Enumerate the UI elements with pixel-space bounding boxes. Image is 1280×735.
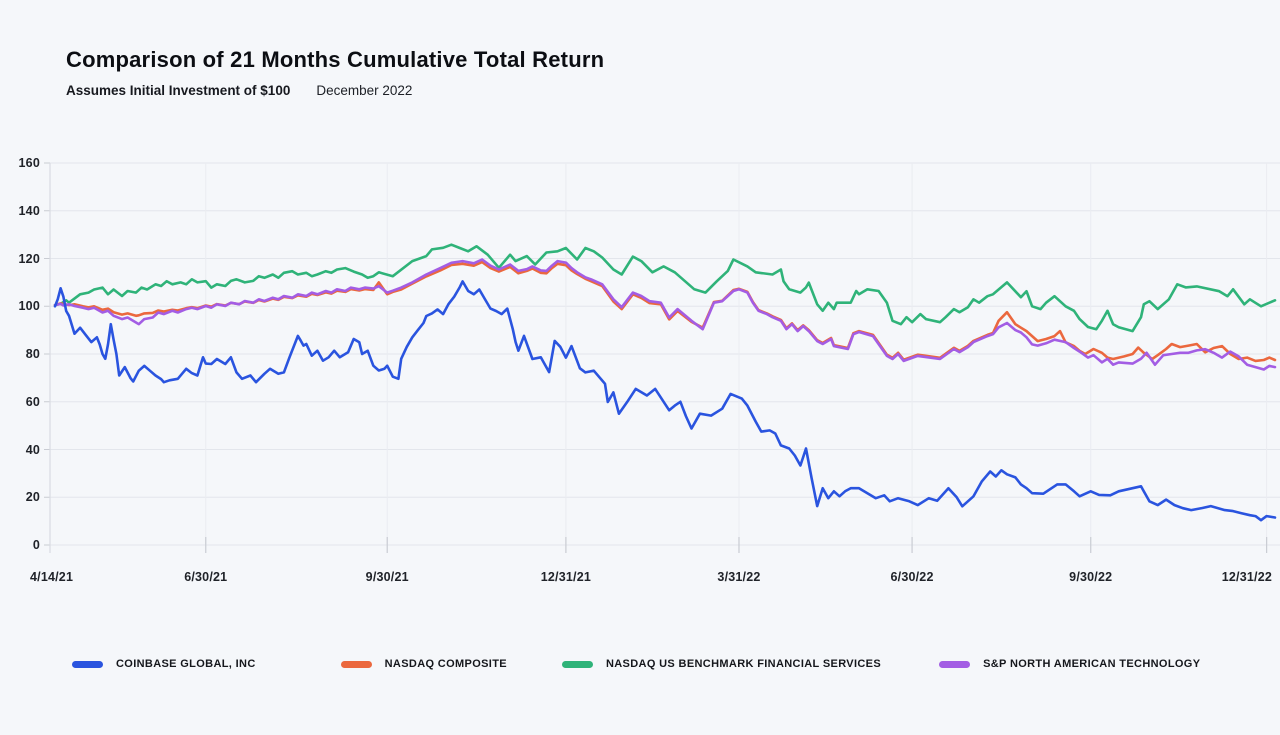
y-axis-label-120: 120 — [18, 251, 40, 266]
legend-swatch-icon — [340, 660, 372, 668]
y-axis-label-40: 40 — [25, 442, 40, 457]
x-axis-label-6-30-21: 6/30/21 — [184, 570, 228, 584]
series-line-coinbase-global-inc — [53, 280, 1277, 522]
chart-legend: COINBASE GLOBAL, INC NASDAQ COMPOSITE NASD… — [72, 658, 1200, 670]
y-axis-label-160: 160 — [18, 156, 40, 170]
subtitle-investment-note: Assumes Initial Investment of $100 — [66, 83, 291, 98]
y-axis-label-0: 0 — [32, 538, 40, 552]
x-axis-label-12-31-21: 12/31/21 — [540, 570, 592, 584]
legend-item-coinbase-global-inc: COINBASE GLOBAL, INC — [72, 658, 256, 670]
chart-subtitle: Assumes Initial Investment of $100 Decem… — [66, 83, 604, 98]
series-line-s-p-north-american-technology — [53, 258, 1277, 371]
x-axis-label-9-30-21: 9/30/21 — [365, 570, 409, 584]
y-axis-label-60: 60 — [25, 394, 40, 409]
legend-swatch-icon — [561, 660, 593, 668]
y-axis-label-140: 140 — [18, 203, 40, 218]
legend-swatch-icon — [939, 660, 971, 668]
legend-item-s-p-north-american-technology: S&P NORTH AMERICAN TECHNOLOGY — [939, 658, 1200, 670]
page-title: Comparison of 21 Months Cumulative Total… — [66, 47, 605, 72]
series-line-nasdaq-us-benchmark-financial-services — [53, 243, 1277, 333]
subtitle-period: December 2022 — [316, 83, 413, 98]
legend-label: NASDAQ US BENCHMARK FINANCIAL SERVICES — [605, 658, 882, 670]
legend-item-nasdaq-us-benchmark-financial-services: NASDAQ US BENCHMARK FINANCIAL SERVICES — [561, 658, 882, 670]
legend-label: S&P NORTH AMERICAN TECHNOLOGY — [983, 658, 1201, 670]
legend-swatch-icon — [72, 660, 103, 668]
chart-header: Comparison of 21 Months Cumulative Total… — [66, 46, 604, 98]
legend-label: NASDAQ COMPOSITE — [384, 658, 507, 670]
legend-label: COINBASE GLOBAL, INC — [116, 658, 256, 670]
x-axis-label-12-31-22: 12/31/22 — [1221, 570, 1272, 584]
y-axis-label-20: 20 — [25, 490, 40, 505]
x-axis-label-9-30-22: 9/30/22 — [1069, 570, 1113, 584]
x-axis-label-6-30-22: 6/30/22 — [890, 570, 934, 584]
x-axis-label-4-14-21: 4/14/21 — [30, 570, 74, 584]
y-axis-label-80: 80 — [25, 347, 40, 361]
y-axis-label-100: 100 — [18, 299, 40, 314]
legend-item-nasdaq-composite: NASDAQ COMPOSITE — [340, 658, 507, 670]
x-axis-label-3-31-22: 3/31/22 — [717, 570, 761, 584]
